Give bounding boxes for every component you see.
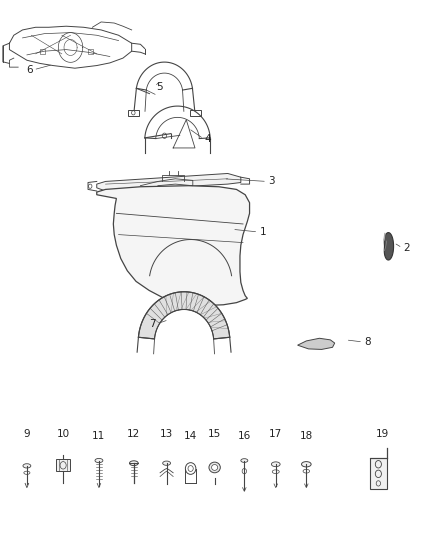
Text: 15: 15 xyxy=(208,429,221,439)
Ellipse shape xyxy=(301,462,311,467)
Bar xyxy=(190,110,201,116)
Bar xyxy=(40,49,45,54)
Polygon shape xyxy=(97,173,241,191)
Ellipse shape xyxy=(188,466,193,471)
Ellipse shape xyxy=(209,462,220,473)
Text: 2: 2 xyxy=(403,243,410,253)
Polygon shape xyxy=(297,338,335,350)
Text: 9: 9 xyxy=(24,429,30,439)
Text: 18: 18 xyxy=(300,431,313,441)
Text: 6: 6 xyxy=(26,65,32,75)
Ellipse shape xyxy=(212,465,218,471)
Text: 1: 1 xyxy=(259,227,266,237)
Bar xyxy=(56,459,70,471)
Bar xyxy=(370,458,387,489)
Text: 3: 3 xyxy=(268,176,275,187)
Ellipse shape xyxy=(130,461,138,466)
Text: 12: 12 xyxy=(127,429,141,439)
Ellipse shape xyxy=(241,459,248,463)
Text: 14: 14 xyxy=(184,431,197,441)
Text: 11: 11 xyxy=(92,431,106,441)
Ellipse shape xyxy=(272,462,280,467)
Text: 7: 7 xyxy=(149,319,155,329)
Text: 19: 19 xyxy=(376,429,389,439)
Polygon shape xyxy=(138,292,230,339)
Polygon shape xyxy=(384,232,394,260)
Bar xyxy=(88,49,93,54)
Text: 13: 13 xyxy=(160,429,173,439)
Bar xyxy=(127,110,138,116)
Text: 5: 5 xyxy=(156,82,162,92)
Text: 8: 8 xyxy=(364,337,371,347)
Text: 4: 4 xyxy=(205,134,212,144)
Ellipse shape xyxy=(23,464,31,468)
Ellipse shape xyxy=(162,461,170,465)
Text: 16: 16 xyxy=(238,431,251,441)
Bar xyxy=(59,459,67,471)
Ellipse shape xyxy=(95,458,103,463)
Text: 17: 17 xyxy=(269,429,283,439)
Polygon shape xyxy=(97,185,250,305)
Text: 10: 10 xyxy=(57,429,70,439)
